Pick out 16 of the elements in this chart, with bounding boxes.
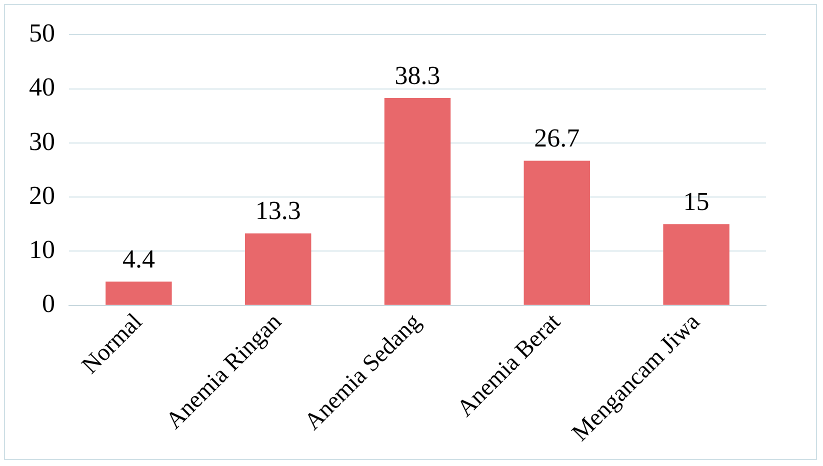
- bar: [106, 282, 172, 305]
- y-tick-label: 0: [42, 289, 55, 318]
- data-label: 26.7: [534, 124, 580, 153]
- data-label: 13.3: [255, 196, 301, 226]
- bar: [384, 98, 451, 305]
- data-label: 15: [683, 186, 710, 216]
- bar: [244, 233, 312, 305]
- y-tick-label: 20: [29, 180, 55, 210]
- y-tick-label: 10: [29, 235, 55, 264]
- data-label: 38.3: [394, 60, 440, 90]
- y-tick-label: 50: [29, 18, 55, 48]
- bar: [663, 224, 730, 305]
- y-tick-label: 40: [29, 72, 55, 102]
- y-tick-label: 30: [29, 126, 55, 156]
- data-label: 4.4: [122, 244, 155, 274]
- bar: [524, 160, 590, 305]
